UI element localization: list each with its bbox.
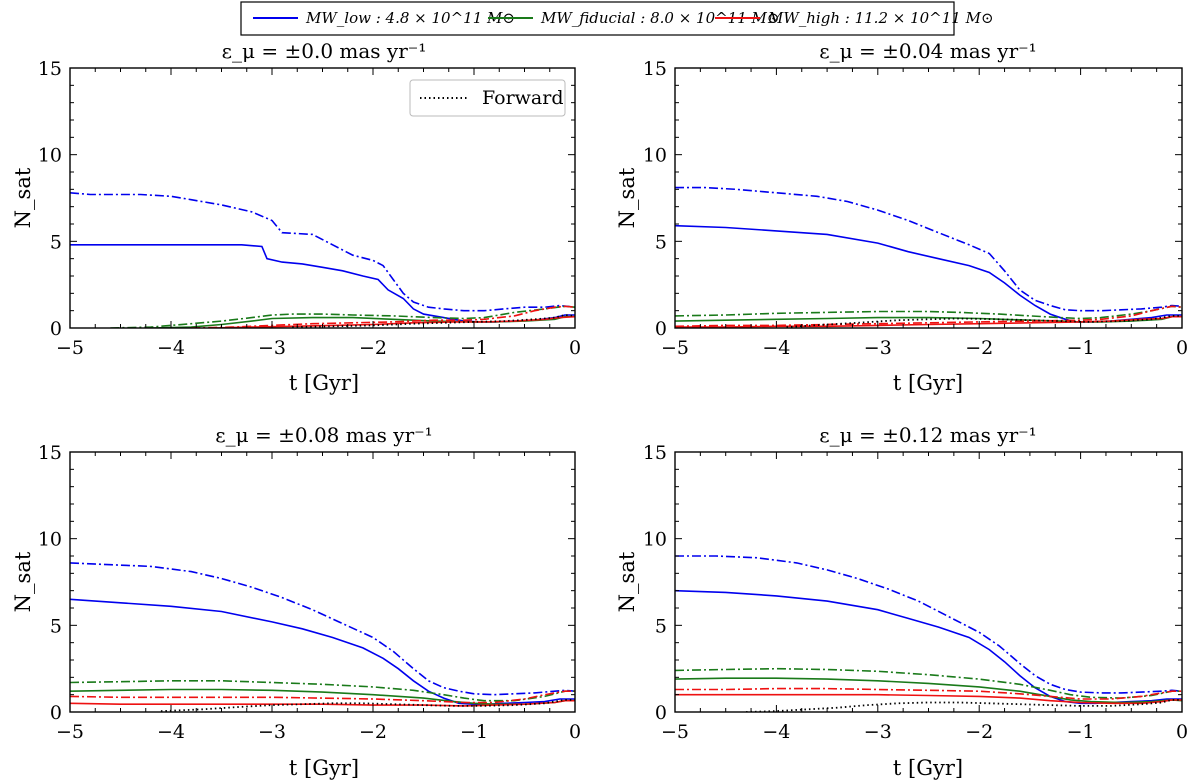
x-tick-label: −3 [864, 337, 892, 359]
series-line-mw-low-solid [70, 244, 575, 323]
figure-legend: MW_low : 4.8 × 10^11 M⊙ MW_fiducial : 8.… [240, 1, 994, 36]
series-line-mw-high-dash-dot [675, 687, 1182, 700]
y-tick-label: 10 [643, 529, 667, 551]
series-line-mw-high-dash-dot [675, 305, 1182, 328]
y-tick-label: 15 [643, 58, 667, 80]
x-tick-label: −2 [359, 721, 387, 743]
y-axis-label: N_sat [11, 167, 35, 228]
y-tick-label: 5 [655, 615, 667, 637]
legend-label-fiducial: MW_fiducial : 8.0 × 10^11 M⊙ [540, 9, 779, 27]
x-tick-label: −5 [56, 337, 84, 359]
series-line-mw-low-dash-dot [675, 555, 1182, 694]
x-tick-label: −2 [965, 721, 993, 743]
series-line-mw-fiducial-dash-dot [675, 667, 1182, 699]
x-tick-label: 0 [569, 721, 581, 743]
series-line-mw-fiducial-dash-dot [110, 305, 575, 328]
legend-label-high: MW_high : 11.2 × 10^11 M⊙ [767, 9, 994, 27]
y-tick-label: 15 [643, 442, 667, 464]
panel-title: ε_μ = ±0.08 mas yr⁻¹ [215, 423, 432, 447]
x-tick-label: −5 [661, 337, 689, 359]
y-tick-label: 0 [50, 318, 62, 340]
x-tick-label: −5 [661, 721, 689, 743]
x-tick-label: −1 [460, 721, 488, 743]
x-tick-label: 0 [1176, 337, 1188, 359]
y-tick-label: 0 [655, 318, 667, 340]
x-tick-label: −3 [258, 721, 286, 743]
series-line-mw-low-solid [675, 224, 1182, 323]
series-line-mw-high-solid [211, 315, 575, 328]
series-line-mw-high-dash-dot [70, 690, 575, 704]
x-tick-label: −1 [1067, 337, 1095, 359]
series-line-mw-high-solid [675, 693, 1182, 705]
x-tick-label: −2 [359, 337, 387, 359]
y-tick-label: 10 [38, 145, 62, 167]
series-line-mw-high-solid [70, 699, 575, 707]
y-axis-label: N_sat [11, 551, 35, 612]
x-tick-label: −3 [864, 721, 892, 743]
x-tick-label: −5 [56, 721, 84, 743]
series-line-mw-high-solid [675, 315, 1182, 328]
y-tick-label: 10 [38, 529, 62, 551]
series-line-mw-fiducial-solid [675, 677, 1182, 704]
plot-area: −5 −4 −3 −2 −1 0 0 5 10 15 [643, 58, 1188, 359]
panel-bottom-left: ε_μ = ±0.08 mas yr⁻¹ −5 −4 −3 −2 −1 0 0 5 10 15 t… [11, 423, 581, 780]
x-tick-label: −4 [157, 337, 185, 359]
axes-frame [69, 451, 576, 713]
y-tick-label: 5 [50, 615, 62, 637]
series-line-mw-low-solid [70, 598, 575, 706]
x-axis-label: t [Gyr] [289, 371, 359, 395]
legend-label-low: MW_low : 4.8 × 10^11 M⊙ [305, 9, 515, 27]
series-line-mw-fiducial-dash-dot [70, 679, 575, 702]
axes-frame [674, 67, 1183, 329]
series-line-forward [786, 314, 1182, 328]
x-axis-label: t [Gyr] [893, 756, 963, 780]
y-axis-label: N_sat [615, 167, 639, 228]
series-line-mw-low-dash-dot [70, 192, 575, 312]
panel-title: ε_μ = ±0.12 mas yr⁻¹ [819, 423, 1036, 447]
y-tick-label: 15 [38, 58, 62, 80]
y-tick-label: 15 [38, 442, 62, 464]
x-tick-label: 0 [569, 337, 581, 359]
y-tick-label: 5 [655, 231, 667, 253]
y-tick-label: 5 [50, 231, 62, 253]
panel-top-right: ε_μ = ±0.04 mas yr⁻¹ −5 −4 −3 −2 −1 0 0 5 10 15 t… [615, 39, 1188, 395]
x-axis-label: t [Gyr] [893, 371, 963, 395]
panel-title: ε_μ = ±0.04 mas yr⁻¹ [819, 39, 1036, 63]
y-tick-label: 10 [643, 145, 667, 167]
plot-area: −5 −4 −3 −2 −1 0 0 5 10 15 [643, 442, 1188, 743]
x-tick-label: −4 [762, 337, 790, 359]
x-tick-label: −4 [762, 721, 790, 743]
plot-area: −5 −4 −3 −2 −1 0 0 5 10 15 [38, 442, 581, 743]
y-axis-label: N_sat [615, 551, 639, 612]
inline-legend-label-forward: Forward [482, 87, 564, 109]
panel-top-left: ε_μ = ±0.0 mas yr⁻¹ −5 −4 −3 −2 −1 0 0 5 10 15 t … [11, 39, 581, 395]
x-tick-label: −1 [460, 337, 488, 359]
series-line-mw-high-dash-dot [191, 305, 575, 328]
series-line-forward [160, 699, 575, 712]
series-line-forward [292, 314, 575, 328]
inline-legend-box [409, 79, 566, 117]
plot-area: −5 −4 −3 −2 −1 0 0 5 10 15 [38, 58, 581, 359]
x-axis-label: t [Gyr] [289, 756, 359, 780]
x-tick-label: −3 [258, 337, 286, 359]
x-tick-label: 0 [1176, 721, 1188, 743]
inline-legend: Forward [409, 79, 566, 117]
series-line-mw-fiducial-dash-dot [675, 305, 1182, 320]
y-tick-label: 0 [655, 702, 667, 724]
x-tick-label: −1 [1067, 721, 1095, 743]
legend-box [240, 1, 955, 36]
series-line-mw-low-solid [675, 589, 1182, 705]
panel-title: ε_μ = ±0.0 mas yr⁻¹ [222, 39, 427, 63]
series-line-mw-low-dash-dot [675, 186, 1182, 312]
y-tick-label: 0 [50, 702, 62, 724]
panel-bottom-right: ε_μ = ±0.12 mas yr⁻¹ −5 −4 −3 −2 −1 0 0 5 10 15 t… [615, 423, 1188, 780]
x-tick-label: −2 [965, 337, 993, 359]
series-line-mw-low-dash-dot [70, 562, 575, 696]
x-tick-label: −4 [157, 721, 185, 743]
axes-frame [674, 451, 1183, 713]
